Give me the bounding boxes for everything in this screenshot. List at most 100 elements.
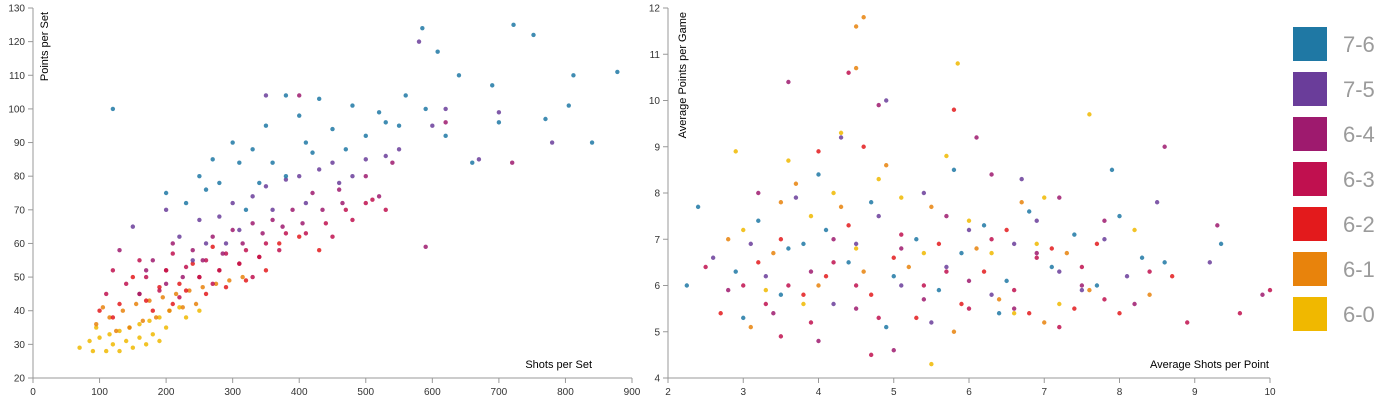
x-tick-label: 700 [491, 387, 508, 398]
point-6-2 [1072, 306, 1077, 311]
point-6-4 [966, 278, 972, 284]
point-7-5 [476, 157, 482, 162]
point-6-0 [786, 158, 791, 163]
point-7-6 [1162, 260, 1167, 265]
point-6-0 [90, 348, 96, 354]
point-6-2 [951, 107, 957, 112]
point-6-1 [127, 325, 132, 330]
point-7-6 [846, 260, 851, 265]
point-6-2 [718, 311, 723, 316]
point-6-2 [816, 149, 821, 154]
point-6-1 [227, 278, 232, 283]
point-6-3 [143, 274, 149, 280]
point-6-1 [180, 305, 185, 310]
point-7-5 [748, 241, 753, 247]
point-7-5 [270, 207, 275, 213]
point-6-2 [823, 274, 829, 279]
point-6-3 [350, 217, 355, 223]
x-ticks: 2 3 4 5 6 7 8 9 10 [665, 378, 1276, 398]
point-6-3 [1102, 297, 1107, 302]
point-6-3 [921, 283, 927, 288]
point-6-0 [110, 342, 116, 347]
y-tick-label: 90 [14, 138, 26, 149]
point-6-3 [243, 247, 249, 253]
point-6-3 [1237, 311, 1243, 316]
point-6-1 [193, 301, 199, 307]
point-6-3 [1267, 287, 1273, 293]
point-6-2 [150, 308, 155, 313]
point-6-2 [297, 234, 302, 239]
point-6-3 [853, 283, 859, 288]
point-6-0 [763, 287, 769, 293]
point-7-5 [1207, 260, 1213, 265]
point-6-2 [756, 260, 761, 265]
point-7-6 [684, 283, 690, 288]
point-6-2 [183, 288, 189, 293]
y-ticks: 20 30 40 50 60 70 80 90 100 110 120 130 [8, 4, 33, 385]
point-7-5 [416, 39, 422, 44]
point-6-1 [771, 250, 776, 256]
point-7-6 [163, 190, 169, 196]
point-6-4 [260, 231, 265, 236]
point-7-6 [350, 103, 355, 108]
point-6-3 [263, 241, 269, 246]
point-6-1 [853, 24, 859, 29]
point-6-1 [996, 297, 1002, 302]
point-6-2 [117, 301, 122, 307]
x-tick-label: 3 [740, 387, 746, 398]
point-6-4 [376, 194, 382, 199]
y-tick-label: 4 [654, 374, 660, 385]
y-tick-label: 6 [654, 281, 660, 292]
point-6-1 [107, 315, 112, 320]
legend-label: 7-6 [1343, 32, 1375, 57]
point-7-6 [456, 73, 462, 78]
point-6-1 [200, 284, 205, 290]
point-6-4 [210, 234, 215, 239]
point-6-0 [944, 153, 949, 159]
point-7-5 [884, 98, 889, 103]
point-6-2 [157, 284, 162, 290]
point-6-1 [861, 269, 866, 274]
point-6-3 [383, 207, 388, 213]
point-7-5 [838, 135, 844, 140]
point-6-2 [846, 223, 851, 228]
point-7-6 [936, 287, 942, 293]
point-7-5 [190, 258, 195, 263]
x-tick-label: 10 [1264, 387, 1276, 398]
point-7-6 [363, 133, 368, 139]
point-6-2 [1049, 246, 1054, 251]
point-7-6 [996, 311, 1002, 316]
point-6-2 [263, 268, 269, 273]
legend-swatch [1293, 252, 1327, 286]
y-tick-label: 110 [9, 71, 25, 82]
legend-swatch [1293, 117, 1327, 151]
point-6-4 [1132, 301, 1137, 307]
point-6-0 [831, 190, 836, 196]
point-6-0 [137, 321, 142, 327]
point-6-0 [1057, 301, 1062, 307]
point-6-4 [137, 291, 142, 297]
point-7-6 [823, 227, 829, 233]
y-tick-label: 120 [8, 37, 25, 48]
point-7-6 [183, 200, 189, 206]
point-7-6 [786, 246, 791, 251]
point-7-6 [316, 96, 322, 102]
point-7-6 [203, 187, 209, 192]
point-6-3 [899, 232, 904, 237]
legend-label: 6-3 [1343, 167, 1375, 192]
point-6-1 [94, 321, 99, 327]
point-7-5 [250, 194, 255, 199]
point-6-3 [223, 251, 229, 256]
point-6-0 [899, 195, 904, 200]
point-6-3 [1079, 264, 1085, 270]
y-ticks: 4 5 6 7 8 9 10 11 12 [649, 4, 668, 385]
point-6-2 [1027, 311, 1032, 316]
x-tick-label: 6 [966, 387, 972, 398]
x-tick-label: 100 [91, 387, 108, 398]
point-7-5 [383, 153, 388, 159]
point-7-6 [343, 147, 349, 152]
point-6-0 [808, 213, 814, 219]
point-7-5 [496, 110, 502, 115]
point-6-0 [107, 332, 112, 337]
point-6-4 [443, 120, 448, 125]
